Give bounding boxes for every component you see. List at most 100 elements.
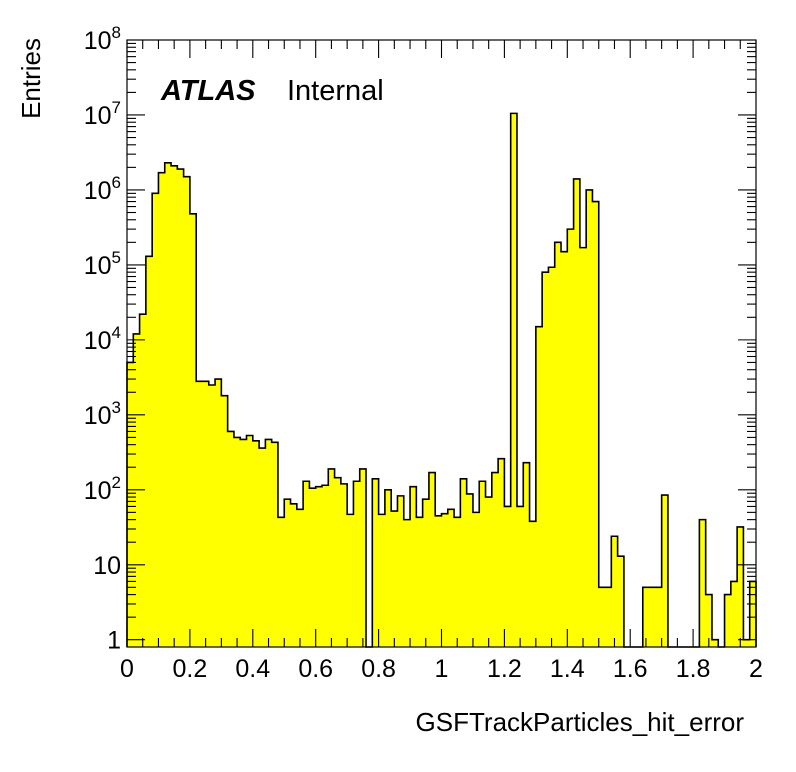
histogram-bar [265,439,272,647]
y-tick-label: 104 [84,323,121,355]
x-tick-label: 2 [749,655,763,683]
histogram-bar [605,587,612,647]
histogram-bar [749,581,757,647]
tick-labels: 0 0.2 0.4 0.6 0.8 1 1.2 1.4 1.6 1.8 2 1 10 102 103 104 1… [84,23,763,683]
y-tick-label: 1 [107,627,121,655]
histogram-bar [240,439,247,647]
x-tick-label: 1.8 [676,655,711,683]
status-label: Internal [287,75,384,107]
histogram-bar [592,201,600,647]
histogram-bar [529,521,537,647]
histogram-bar [139,314,147,647]
y-tick-label: 105 [84,248,121,280]
histogram-bar [328,468,335,647]
x-tick-label: 0.2 [173,655,208,683]
histogram-bar [447,509,455,647]
histogram-bar [372,478,379,647]
histogram-bar [579,247,587,647]
histogram-bar [542,272,549,647]
x-tick-label: 1.2 [487,655,522,683]
histogram-bar [711,639,719,647]
histogram-bar [384,489,392,647]
histogram-bar [435,515,442,647]
histogram-bar [208,385,216,647]
atlas-label: ATLAS [160,75,256,107]
histogram-bar [309,488,316,647]
axis-ticks [126,39,757,647]
histogram-bar [485,497,493,647]
histogram-bar [598,587,606,647]
histogram-bar [410,486,417,647]
histogram-bar [296,509,304,647]
histogram-bar [246,435,254,647]
x-tick-label: 1 [435,655,449,683]
y-tick-label: 103 [84,398,121,430]
histogram-bar [164,162,172,647]
histogram-bar [340,483,348,647]
histogram-bar [347,514,354,647]
y-tick-label: 106 [84,173,121,205]
histogram-bar [491,472,499,647]
histogram-bar [617,556,625,647]
histogram-bar [523,462,530,647]
histogram-bar [428,472,436,647]
histogram-bar [202,381,210,647]
histogram-bar [504,506,511,647]
histogram-bar [177,169,184,648]
histogram-bar [661,495,669,647]
histogram-bar [705,594,713,647]
histogram-bar [441,513,449,647]
histogram-bar [466,493,474,647]
histogram-bar [699,519,706,647]
histogram-bar [649,587,656,647]
histogram-bar [573,178,581,647]
histogram-bars [126,112,757,648]
y-tick-label: 10 [93,552,121,580]
histogram-bar [730,581,738,647]
histogram-bar [472,512,480,647]
histogram-bar [321,485,329,647]
x-tick-label: 1.4 [550,655,585,683]
histogram-bar [743,639,751,647]
histogram-bar [284,499,291,647]
histogram-bar [548,267,556,647]
histogram-bar [221,395,228,647]
histogram-bar [460,478,467,647]
histogram-bar [158,172,166,647]
histogram-bar [359,468,367,647]
y-tick-label: 107 [84,98,121,130]
histogram-bar [233,437,241,647]
histogram-bar [215,379,222,647]
histogram-bar [277,517,285,647]
histogram-bar [252,440,260,647]
histogram-bar [611,536,618,647]
histogram-bar [510,113,518,648]
x-tick-label: 0.8 [361,655,396,683]
histogram-bar [315,486,323,647]
histogram-bar [391,511,398,647]
histogram-bar [290,503,298,647]
x-tick-label: 1.6 [613,655,648,683]
y-tick-label: 108 [84,23,121,55]
histogram-bar [516,506,524,647]
histogram-bar [567,229,574,647]
histogram-bar [171,165,178,648]
histogram-bar [737,526,744,647]
histogram-bar [127,362,134,647]
histogram-bar [554,242,562,648]
x-axis-title: GSFTrackParticles_hit_error [416,707,745,737]
histogram-bar [422,499,430,647]
histogram-bar [642,587,650,647]
histogram-bar [196,381,203,647]
x-tick-label: 0.6 [298,655,333,683]
histogram-bar [403,519,411,647]
histogram-bar [586,189,593,647]
histogram-bar [378,514,386,647]
y-tick-label: 102 [84,473,121,505]
histogram-bar [454,517,461,647]
histogram-bar [152,193,159,648]
histogram-bar [227,431,235,647]
histogram-bar [724,594,732,647]
histogram-bar [259,448,266,647]
histogram-bar [271,442,279,647]
